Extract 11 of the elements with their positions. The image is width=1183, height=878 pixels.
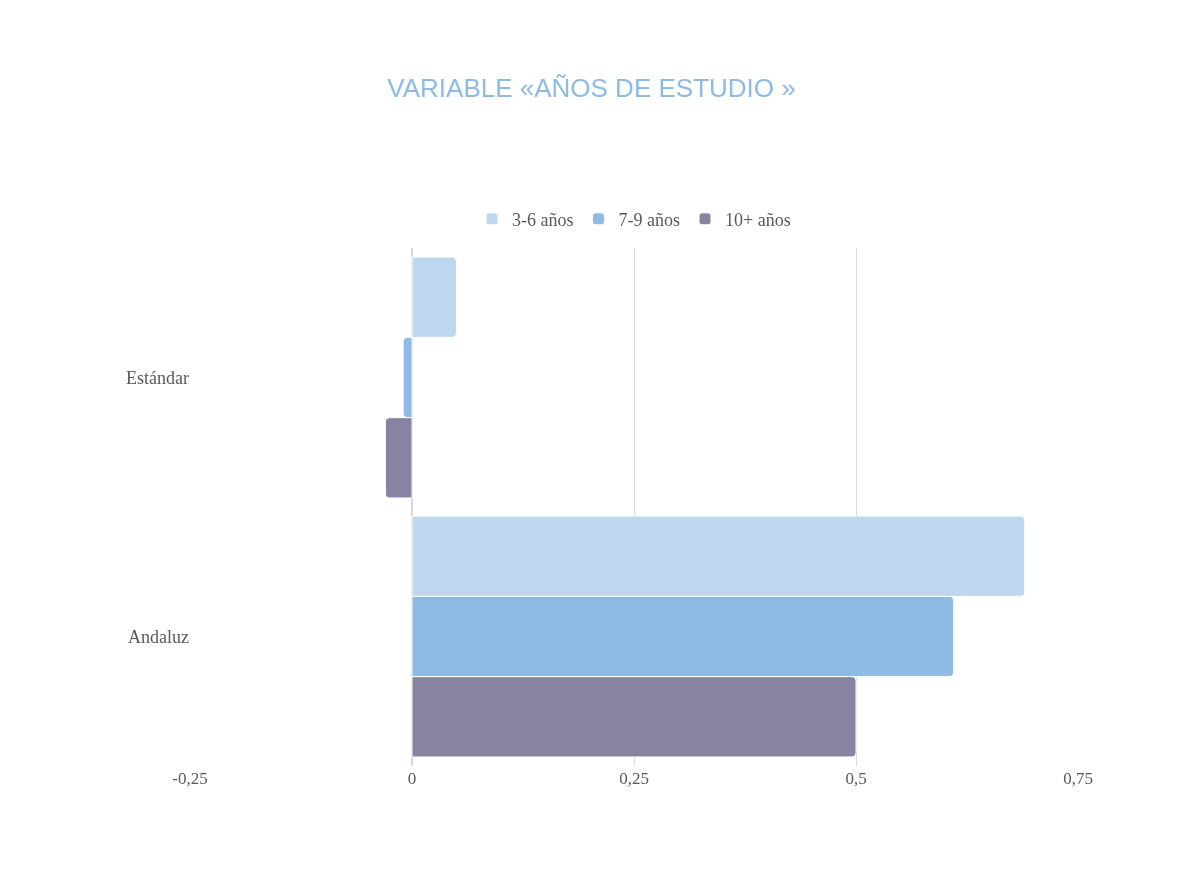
y-tick-label: Andaluz xyxy=(128,626,189,647)
x-tick-label: 0 xyxy=(407,769,417,788)
x-tick-label: 0,25 xyxy=(619,769,649,788)
x-tick-label: 0,5 xyxy=(845,769,867,788)
legend-label: 10+ años xyxy=(725,209,791,230)
legend-label: 7-9 años xyxy=(618,209,680,230)
legend-label: 3-6 años xyxy=(512,209,574,230)
y-tick-label: Estándar xyxy=(126,367,189,388)
x-tick-label: 0,75 xyxy=(1063,769,1093,788)
x-tick-label: -0,25 xyxy=(172,769,208,788)
chart-title: VARIABLE «AÑOS DE ESTUDIO » xyxy=(387,72,796,103)
